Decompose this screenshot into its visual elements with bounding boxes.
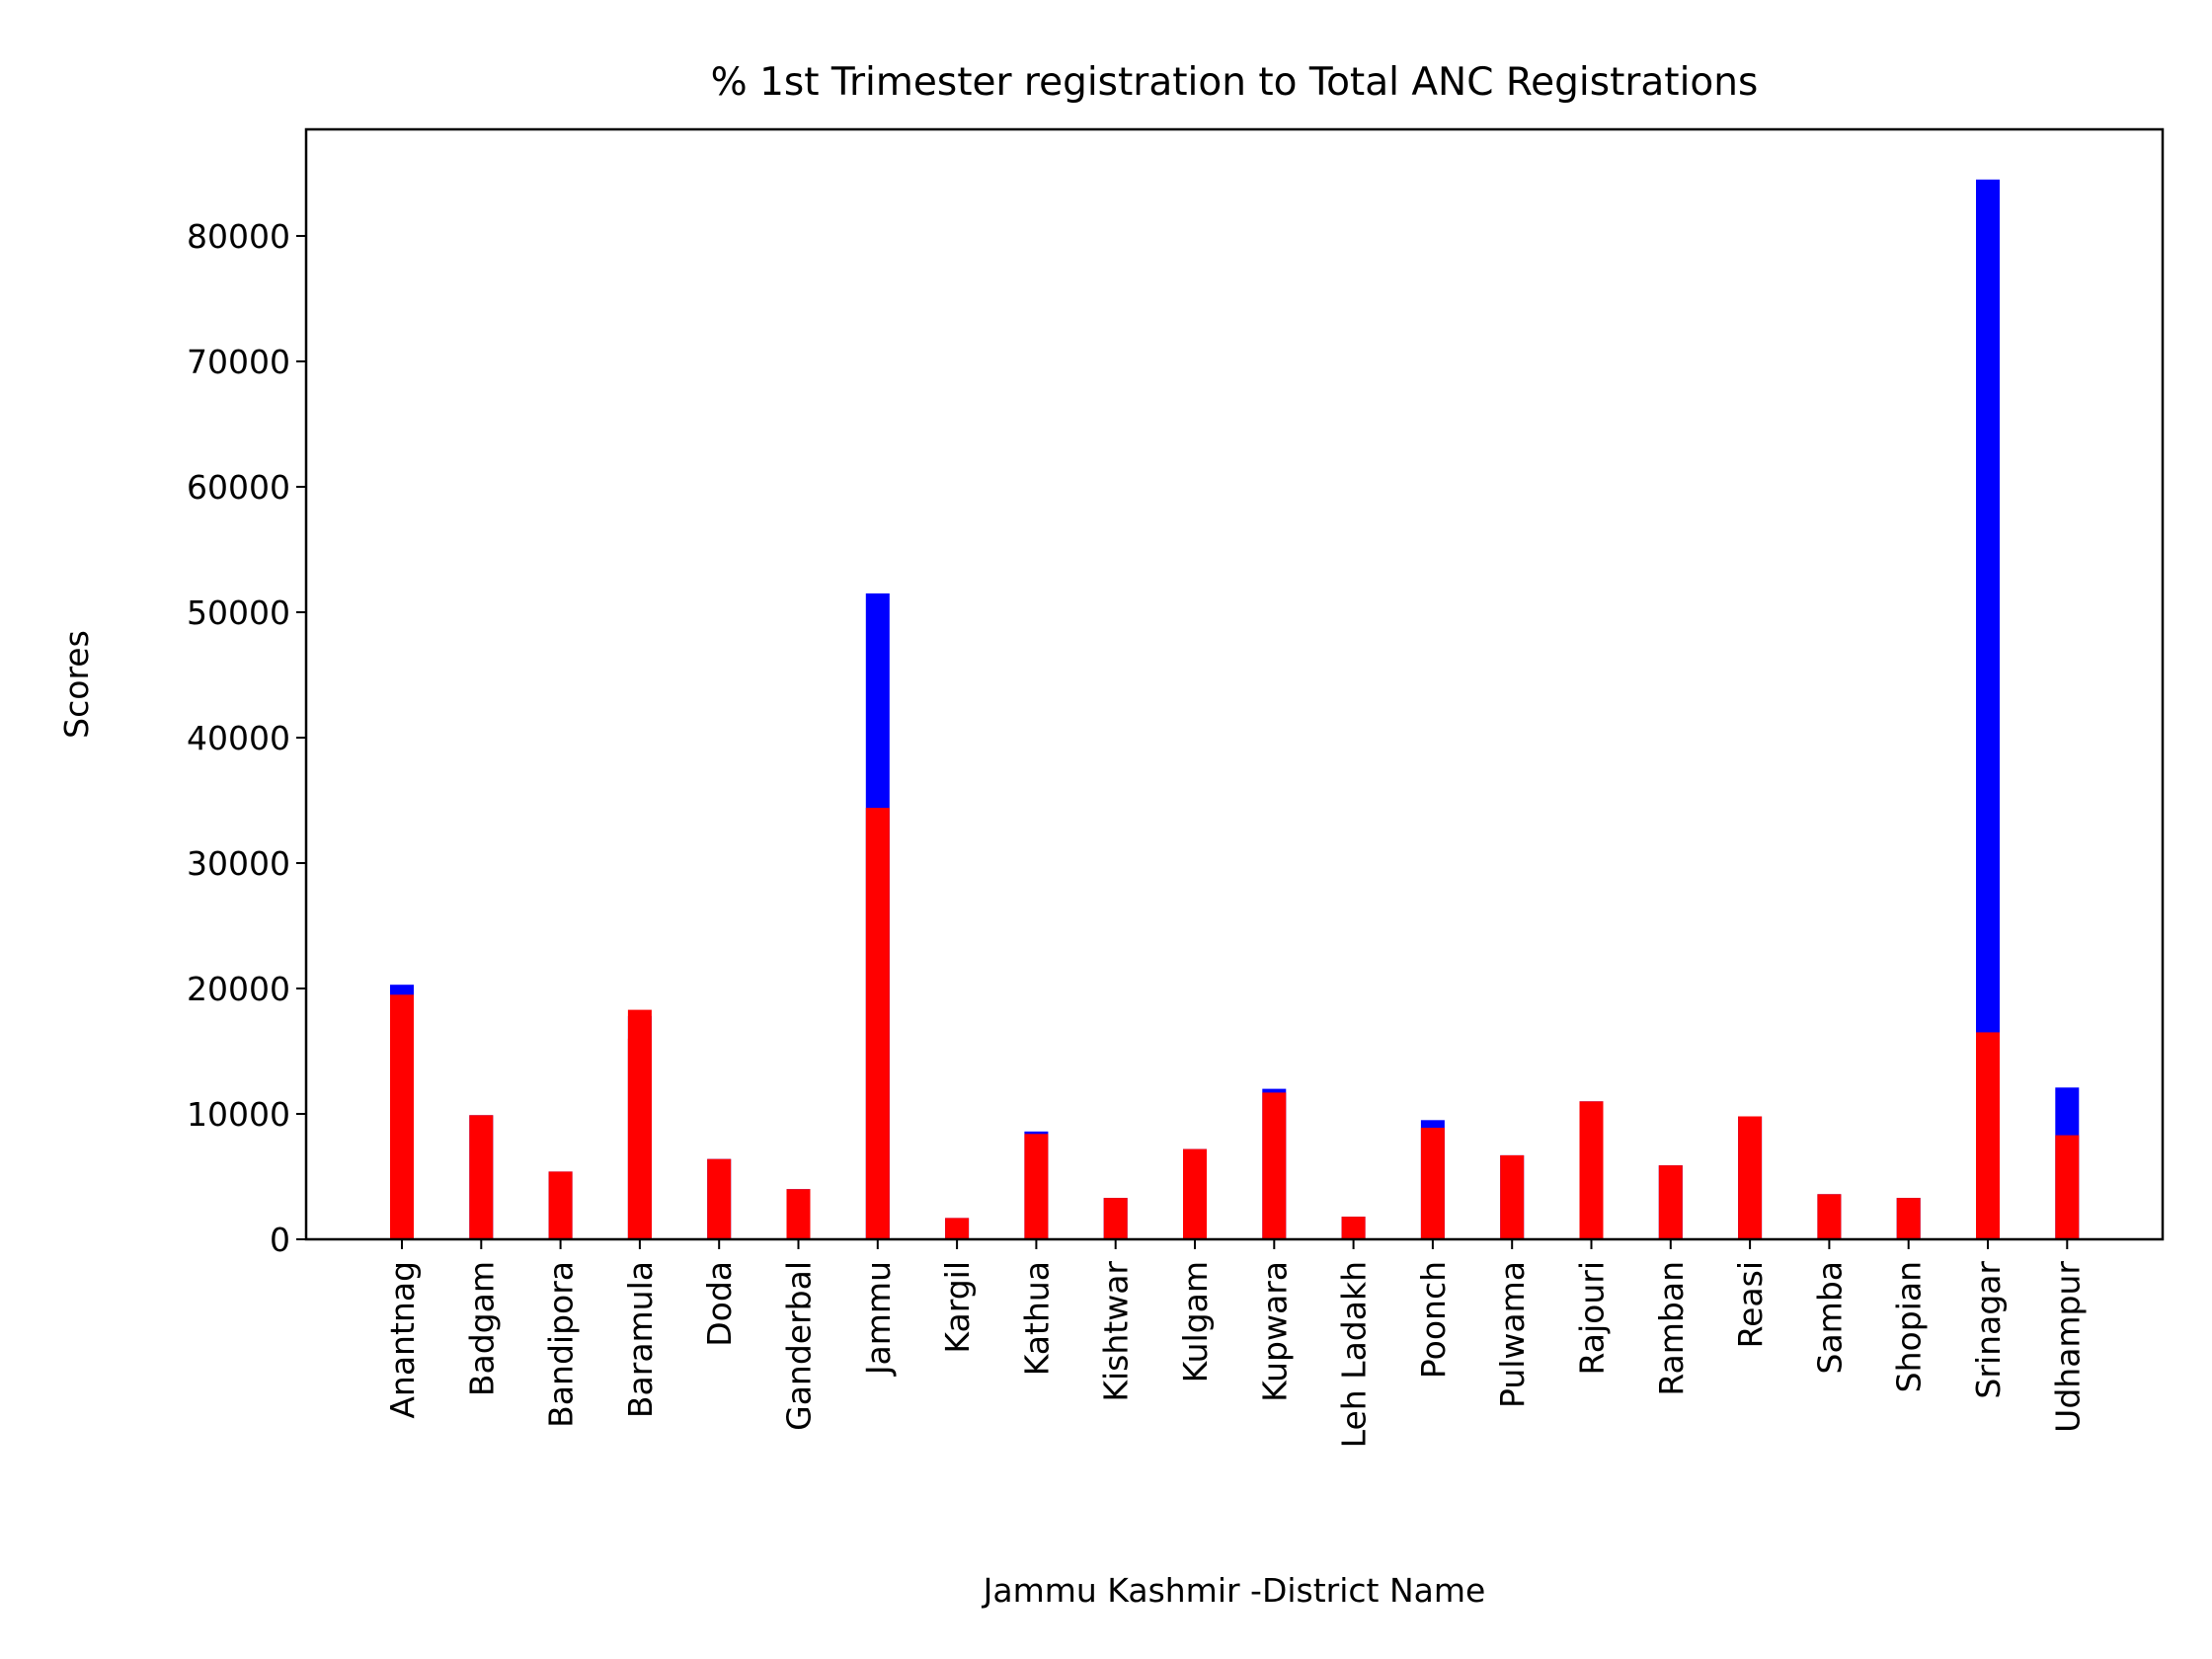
bar-1-udhampur: [2055, 1135, 2080, 1239]
bar-1-kathua: [1024, 1134, 1049, 1239]
y-tick-label: 30000: [187, 844, 290, 883]
bar-1-kargil: [945, 1218, 970, 1239]
bars-group: [390, 179, 2080, 1239]
x-tick-label: Bandipora: [542, 1261, 581, 1428]
x-tick-label: Doda: [700, 1261, 739, 1347]
bar-1-jammu: [865, 808, 890, 1239]
bar-1-reasi: [1738, 1116, 1763, 1239]
bar-1-kulgam: [1183, 1148, 1207, 1239]
y-axis: 0 10000 20000 30000 40000 50000 60000 70000 8000…: [187, 217, 306, 1259]
x-tick-label: Kathua: [1017, 1261, 1056, 1376]
y-tick-label: 10000: [187, 1095, 290, 1134]
x-tick-label: Kulgam: [1176, 1261, 1215, 1382]
x-axis: Anantnag Badgam Bandipora Baramula Doda Gande…: [383, 1239, 2087, 1448]
x-tick-label: Baramula: [621, 1261, 660, 1418]
x-tick-label: Shopian: [1890, 1261, 1929, 1392]
bar-1-ganderbal: [786, 1189, 811, 1239]
x-tick-label: Leh Ladakh: [1335, 1261, 1374, 1448]
bar-1-anantnag: [390, 994, 414, 1239]
x-tick-label: Ganderbal: [780, 1261, 819, 1431]
plot-frame: [304, 127, 2165, 1241]
bar-1-leh-ladakh: [1341, 1217, 1366, 1239]
bar-1-bandipora: [548, 1171, 573, 1239]
x-tick-label: Kargil: [938, 1261, 977, 1354]
y-tick-label: 80000: [187, 217, 290, 256]
y-axis-label: Scores: [57, 630, 96, 739]
x-tick-label: Poonch: [1414, 1261, 1453, 1379]
y-tick-label: 0: [270, 1221, 290, 1259]
bar-1-srinagar: [1976, 1032, 2000, 1239]
bar-1-kupwara: [1262, 1092, 1287, 1239]
bar-1-ramban: [1658, 1165, 1683, 1239]
y-tick-label: 60000: [187, 468, 290, 507]
bar-1-badgam: [469, 1115, 494, 1239]
y-tick-label: 70000: [187, 343, 290, 381]
x-axis-label: Jammu Kashmir -District Name: [982, 1571, 1486, 1610]
x-tick-label: Pulwama: [1493, 1261, 1532, 1408]
x-tick-label: Rajouri: [1573, 1261, 1612, 1375]
x-tick-label: Udhampur: [2048, 1261, 2087, 1433]
x-tick-label: Ramban: [1652, 1261, 1691, 1396]
bar-1-shopian: [1896, 1198, 1921, 1239]
x-tick-label: Samba: [1810, 1261, 1849, 1375]
x-tick-label: Kishtwar: [1097, 1261, 1136, 1402]
x-tick-label: Jammu: [859, 1261, 898, 1377]
bar-1-rajouri: [1579, 1101, 1604, 1239]
bar-1-poonch: [1420, 1128, 1445, 1239]
x-tick-label: Srinagar: [1969, 1261, 2008, 1399]
x-tick-label: Anantnag: [383, 1261, 422, 1419]
x-tick-label: Kupwara: [1255, 1261, 1294, 1402]
y-tick-label: 40000: [187, 719, 290, 757]
y-tick-label: 50000: [187, 593, 290, 632]
bar-1-samba: [1817, 1194, 1842, 1239]
x-tick-label: Badgam: [462, 1261, 501, 1396]
bar-1-kishtwar: [1103, 1198, 1128, 1239]
chart-title: % 1st Trimester registration to Total AN…: [711, 60, 1759, 105]
bar-2-baramula: [627, 1009, 652, 1239]
bar-1-doda: [707, 1158, 732, 1239]
y-tick-label: 20000: [187, 970, 290, 1008]
x-tick-label: Reasi: [1731, 1261, 1770, 1348]
bar-1-pulwama: [1500, 1154, 1525, 1239]
